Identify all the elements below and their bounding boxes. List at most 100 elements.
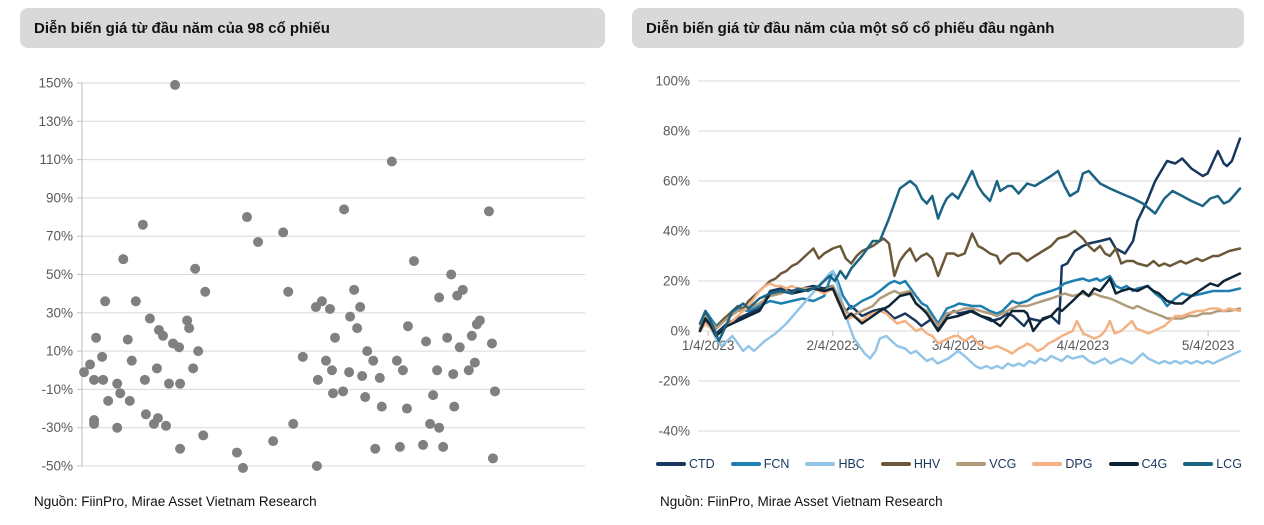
scatter-point [397, 365, 408, 376]
scatter-point [237, 462, 248, 473]
scatter-point [89, 418, 100, 429]
scatter-point [394, 441, 405, 452]
scatter-point [268, 436, 279, 447]
legend-swatch-ctd [656, 462, 686, 466]
legend-label-dpg: DPG [1065, 457, 1093, 471]
scatter-point [362, 346, 373, 357]
scatter-point [469, 357, 480, 368]
y-tick-label: -30% [41, 420, 73, 435]
scatter-point [408, 256, 419, 267]
y-tick-label: 150% [38, 76, 73, 91]
scatter-point [253, 236, 264, 247]
scatter-point [370, 443, 381, 454]
scatter-point [161, 420, 172, 431]
scatter-point [126, 355, 137, 366]
scatter-point [349, 284, 360, 295]
series-line-hbc [698, 269, 1242, 370]
scatter-point [174, 342, 185, 353]
scatter-point [324, 303, 335, 314]
scatter-point [148, 418, 159, 429]
legend-item-hhv: HHV [880, 457, 941, 471]
y-tick-label: 110% [39, 152, 73, 167]
y-tick-label: 60% [663, 174, 690, 189]
scatter-point [374, 372, 385, 383]
legend-label-hbc: HBC [838, 457, 865, 471]
scatter-point [193, 346, 204, 357]
legend-swatch-hhv [880, 462, 911, 466]
scatter-point [85, 359, 96, 370]
legend-label-vcg: VCG [989, 457, 1017, 471]
y-tick-label: -50% [41, 459, 73, 474]
scatter-point [184, 323, 195, 334]
legend-swatch-hbc [805, 462, 836, 466]
scatter-point [310, 302, 321, 313]
scatter-point [103, 395, 114, 406]
right-source-note: Nguồn: FiinPro, Mirae Asset Vietnam Rese… [660, 494, 943, 509]
scatter-point [360, 392, 371, 403]
scatter-point [425, 418, 436, 429]
y-tick-label: 100% [655, 74, 690, 89]
y-tick-label: 50% [46, 267, 73, 282]
legend-item-dpg: DPG [1032, 457, 1092, 471]
scatter-point [118, 254, 129, 265]
scatter-point [432, 365, 443, 376]
scatter-point [344, 367, 355, 378]
legend-label-c4g: C4G [1141, 457, 1168, 471]
scatter-point [401, 403, 412, 414]
legend-item-vcg: VCG [956, 457, 1016, 471]
scatter-point [487, 453, 498, 464]
scatter-point [137, 219, 148, 230]
scatter-point [112, 422, 123, 433]
scatter-point [97, 351, 108, 362]
scatter-point [483, 206, 494, 217]
scatter-point [89, 374, 100, 385]
scatter-point [338, 386, 349, 397]
scatter-point [140, 409, 151, 420]
scatter-point [241, 212, 252, 223]
scatter-point [100, 296, 111, 307]
scatter-point [434, 422, 445, 433]
legend-swatch-c4g [1108, 462, 1139, 466]
scatter-point [312, 374, 323, 385]
scatter-point [452, 290, 463, 301]
scatter-point [91, 332, 102, 343]
scatter-point [428, 390, 439, 401]
scatter-point [288, 418, 299, 429]
scatter-point [339, 204, 350, 215]
y-tick-label: -20% [658, 374, 690, 389]
scatter-point [421, 336, 432, 347]
scatter-point [418, 439, 429, 450]
legend-item-c4g: C4G [1108, 457, 1168, 471]
scatter-point [190, 263, 201, 274]
left-chart-title: Diễn biến giá từ đầu năm của 98 cổ phiếu [20, 8, 605, 48]
x-tick-label: 4/4/2023 [1057, 338, 1110, 353]
series-line-lcg [698, 169, 1242, 343]
scatter-point [489, 386, 500, 397]
y-tick-label: 70% [46, 229, 73, 244]
scatter-point [311, 461, 322, 471]
series-line-c4g [698, 272, 1242, 338]
y-tick-label: 90% [46, 190, 73, 205]
legend-item-lcg: LCG [1183, 457, 1242, 471]
scatter-point [330, 332, 341, 343]
y-tick-label: -10% [41, 382, 73, 397]
scatter-point [471, 319, 482, 330]
scatter-point [463, 365, 474, 376]
scatter-point [278, 227, 289, 238]
scatter-point [345, 311, 356, 322]
legend-label-lcg: LCG [1216, 457, 1242, 471]
y-tick-label: 0% [670, 324, 690, 339]
scatter-point [449, 401, 460, 412]
legend-swatch-lcg [1183, 462, 1214, 466]
y-tick-label: 30% [46, 305, 73, 320]
scatter-point [170, 79, 181, 90]
legend-label-hhv: HHV [913, 457, 941, 471]
scatter-point [151, 363, 162, 374]
y-tick-label: 40% [663, 224, 690, 239]
scatter-point [446, 269, 457, 280]
legend-swatch-fcn [730, 462, 761, 466]
scatter-point [79, 367, 90, 378]
legend-label-fcn: FCN [763, 457, 790, 471]
x-tick-label: 5/4/2023 [1182, 338, 1235, 353]
